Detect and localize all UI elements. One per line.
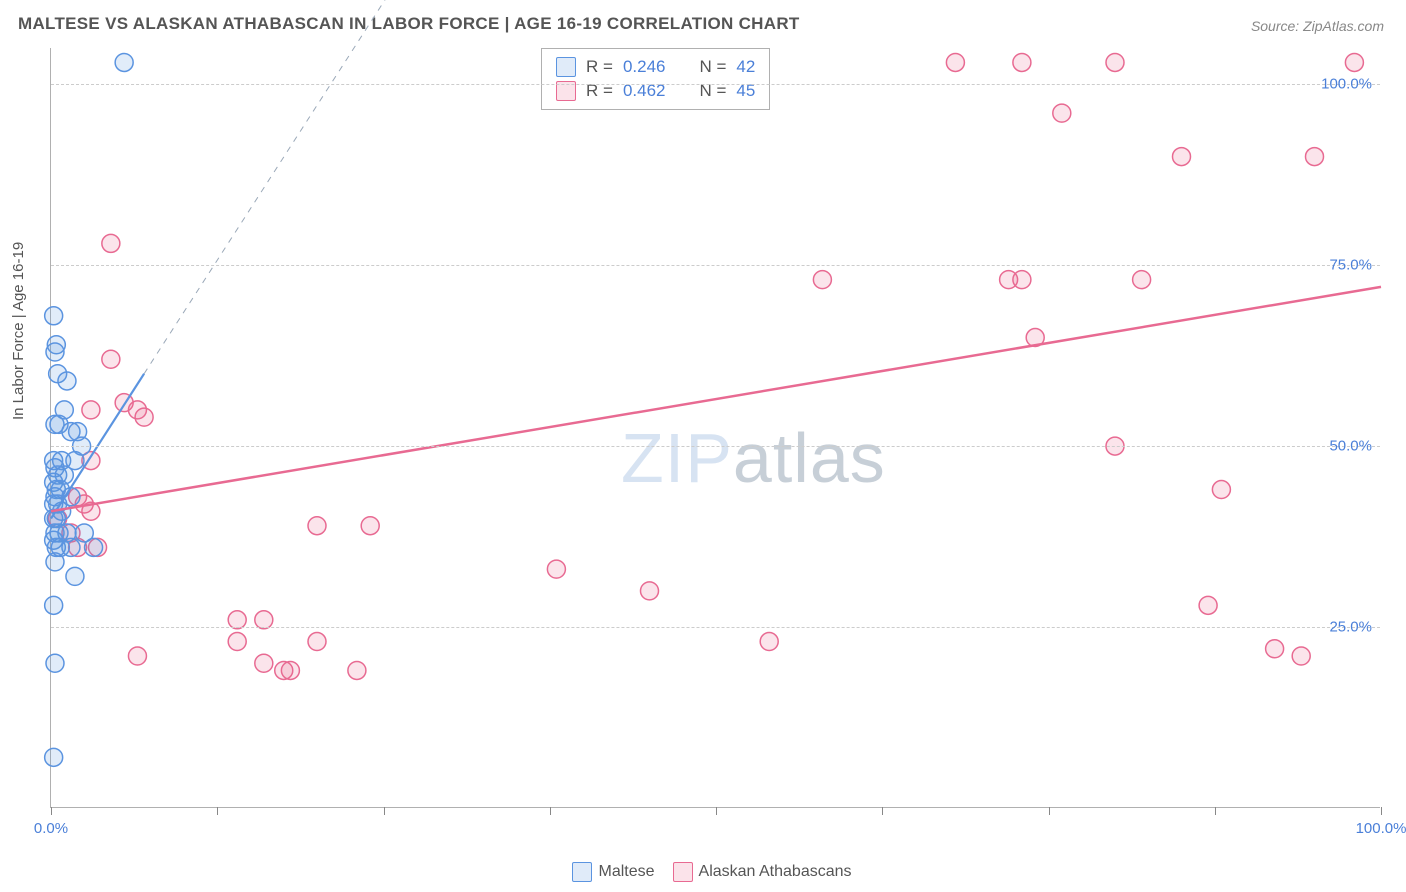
data-point bbox=[361, 517, 379, 535]
gridline-h bbox=[51, 627, 1380, 628]
trend-line bbox=[51, 287, 1381, 511]
data-point bbox=[1292, 647, 1310, 665]
legend-swatch bbox=[556, 57, 576, 77]
stats-row: R = 0.462N = 45 bbox=[556, 79, 755, 103]
source-label: Source: ZipAtlas.com bbox=[1251, 18, 1384, 34]
data-point bbox=[46, 343, 64, 361]
data-point bbox=[1106, 53, 1124, 71]
data-point bbox=[128, 647, 146, 665]
data-point bbox=[1013, 271, 1031, 289]
data-point bbox=[1266, 640, 1284, 658]
x-tick bbox=[1381, 807, 1382, 815]
gridline-h bbox=[51, 84, 1380, 85]
stat-n-label: N = bbox=[699, 57, 726, 77]
data-point bbox=[1199, 596, 1217, 614]
x-tick bbox=[384, 807, 385, 815]
data-point bbox=[45, 748, 63, 766]
y-tick-label: 75.0% bbox=[1329, 257, 1372, 274]
stats-row: R = 0.246 N = 42 bbox=[556, 55, 755, 79]
data-point bbox=[308, 633, 326, 651]
gridline-h bbox=[51, 446, 1380, 447]
data-point bbox=[85, 538, 103, 556]
data-point bbox=[135, 408, 153, 426]
stat-r-value: 0.246 bbox=[623, 57, 666, 77]
stats-legend-box: R = 0.246 N = 42R = 0.462N = 45 bbox=[541, 48, 770, 110]
bottom-legend: Maltese Alaskan Athabascans bbox=[0, 862, 1406, 882]
data-point bbox=[1133, 271, 1151, 289]
stat-r-label: R = bbox=[586, 57, 613, 77]
chart-title: MALTESE VS ALASKAN ATHABASCAN IN LABOR F… bbox=[18, 14, 800, 34]
x-tick-label: 100.0% bbox=[1356, 820, 1406, 837]
data-point bbox=[1013, 53, 1031, 71]
data-point bbox=[281, 661, 299, 679]
data-point bbox=[46, 553, 64, 571]
data-point bbox=[813, 271, 831, 289]
x-tick bbox=[1215, 807, 1216, 815]
data-point bbox=[1345, 53, 1363, 71]
data-point bbox=[102, 350, 120, 368]
data-point bbox=[946, 53, 964, 71]
data-point bbox=[45, 307, 63, 325]
plot-svg bbox=[51, 48, 1380, 807]
data-point bbox=[1212, 481, 1230, 499]
x-tick bbox=[716, 807, 717, 815]
x-tick bbox=[550, 807, 551, 815]
data-point bbox=[66, 567, 84, 585]
stat-n-value: 42 bbox=[736, 57, 755, 77]
legend-swatch bbox=[572, 862, 592, 882]
x-tick bbox=[882, 807, 883, 815]
data-point bbox=[308, 517, 326, 535]
data-point bbox=[641, 582, 659, 600]
y-tick-label: 50.0% bbox=[1329, 438, 1372, 455]
data-point bbox=[228, 633, 246, 651]
legend-label: Maltese bbox=[598, 863, 654, 880]
legend-swatch bbox=[673, 862, 693, 882]
x-tick bbox=[1049, 807, 1050, 815]
data-point bbox=[1173, 148, 1191, 166]
data-point bbox=[115, 53, 133, 71]
y-axis-label: In Labor Force | Age 16-19 bbox=[10, 242, 27, 420]
x-tick-label: 0.0% bbox=[34, 820, 68, 837]
data-point bbox=[255, 654, 273, 672]
data-point bbox=[46, 654, 64, 672]
data-point bbox=[62, 538, 80, 556]
data-point bbox=[58, 372, 76, 390]
plot-area: ZIPatlas R = 0.246N = 42R = 0.462N = 45 … bbox=[50, 48, 1380, 808]
gridline-h bbox=[51, 265, 1380, 266]
data-point bbox=[760, 633, 778, 651]
data-point bbox=[1053, 104, 1071, 122]
trend-dashed bbox=[144, 0, 503, 374]
data-point bbox=[45, 596, 63, 614]
data-point bbox=[348, 661, 366, 679]
y-tick-label: 100.0% bbox=[1321, 76, 1372, 93]
x-tick bbox=[217, 807, 218, 815]
data-point bbox=[102, 234, 120, 252]
data-point bbox=[82, 401, 100, 419]
x-tick bbox=[51, 807, 52, 815]
y-tick-label: 25.0% bbox=[1329, 619, 1372, 636]
data-point bbox=[547, 560, 565, 578]
data-point bbox=[1306, 148, 1324, 166]
legend-label: Alaskan Athabascans bbox=[699, 863, 852, 880]
